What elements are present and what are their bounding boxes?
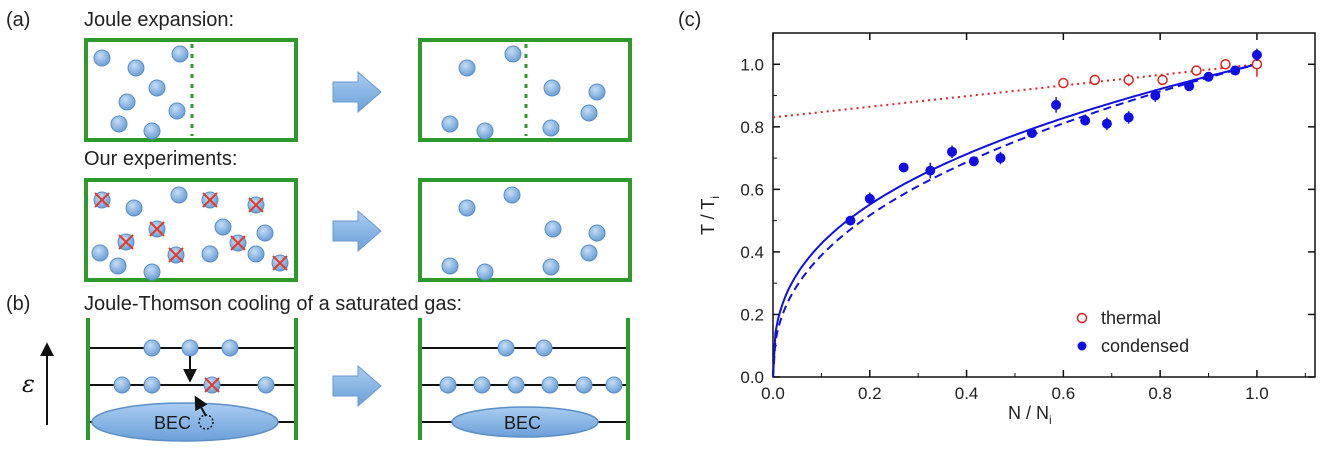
legend-marker-thermal [1076, 312, 1088, 324]
level-diagram-before: BEC [86, 318, 298, 442]
joule-expansion-title: Joule expansion: [84, 9, 234, 31]
joule-box-before [84, 38, 298, 142]
legend-marker-condensed [1077, 341, 1087, 351]
axis-ticks [772, 32, 1315, 378]
point-condensed [1123, 112, 1134, 123]
point-condensed [947, 146, 958, 157]
y-tick-labels: 0.0 0.2 0.4 0.6 0.8 1.0 [740, 55, 764, 387]
point-condensed [1230, 65, 1241, 76]
point-condensed [1080, 115, 1091, 126]
point-condensed [1251, 49, 1262, 60]
point-thermal [1123, 74, 1134, 86]
point-thermal [1220, 59, 1231, 70]
point-condensed [898, 162, 909, 173]
x-axis-label: N / Ni [1008, 403, 1052, 427]
x-tick-label: 0.0 [761, 384, 785, 403]
point-condensed [864, 193, 875, 204]
data-points [845, 48, 1263, 226]
experiment-box-after [418, 178, 632, 282]
point-thermal [1089, 74, 1101, 86]
point-condensed [1101, 118, 1112, 129]
point-condensed [1184, 81, 1195, 92]
fit-line-solid [772, 63, 1258, 378]
panel-label-a: (a) [6, 9, 30, 31]
x-tick-label: 0.6 [1052, 384, 1076, 403]
plot-frame [772, 32, 1316, 378]
legend-label-thermal: thermal [1101, 308, 1161, 328]
fit-lines [772, 63, 1258, 378]
energy-axis: ε [22, 342, 54, 425]
legend: thermal condensed [1076, 308, 1189, 356]
experiment-box-before [84, 178, 298, 282]
joule-thomson-title: Joule-Thomson cooling of a saturated gas… [84, 293, 462, 315]
y-tick-label: 0.6 [740, 180, 764, 199]
bec-label-before: BEC [154, 413, 191, 433]
x-tick-label: 0.2 [858, 384, 882, 403]
joule-box-after [418, 38, 632, 142]
point-condensed [925, 165, 936, 176]
point-condensed [845, 215, 856, 226]
x-tick-labels: 0.0 0.2 0.4 0.6 0.8 1.0 [761, 384, 1269, 403]
y-axis-label: T / Ti [698, 196, 722, 235]
process-arrow-1 [332, 70, 382, 114]
point-thermal [1191, 65, 1202, 76]
point-condensed [968, 156, 979, 167]
removed-particle-crosses [94, 192, 288, 271]
energy-symbol: ε [22, 370, 35, 398]
point-thermal [1157, 74, 1168, 86]
point-thermal [1058, 77, 1069, 89]
y-tick-label: 0.2 [740, 305, 764, 324]
x-tick-label: 1.0 [1245, 384, 1269, 403]
fit-line-dotted [772, 63, 1258, 119]
process-arrow-2 [332, 209, 382, 253]
point-condensed [995, 153, 1006, 164]
particles [93, 45, 189, 140]
y-tick-label: 0.8 [740, 118, 764, 137]
chart-temperature-vs-atom-number: 0.0 0.2 0.4 0.6 0.8 1.0 0.0 0.2 0.4 0.6 0.8 1.0 N … [698, 32, 1316, 427]
process-arrow-3 [332, 364, 382, 408]
y-tick-label: 0.0 [740, 368, 764, 387]
panel-label-b: (b) [6, 293, 30, 315]
y-tick-label: 0.4 [740, 243, 764, 262]
our-experiments-title: Our experiments: [84, 148, 237, 170]
particles [441, 45, 606, 140]
panel-label-c: (c) [678, 9, 701, 31]
y-tick-label: 1.0 [740, 55, 764, 74]
level-diagram-after: BEC [418, 318, 630, 440]
x-tick-label: 0.8 [1148, 384, 1172, 403]
bec-label-after: BEC [504, 413, 541, 433]
point-condensed [1203, 71, 1214, 82]
legend-label-condensed: condensed [1101, 336, 1189, 356]
point-condensed [1150, 90, 1161, 101]
point-condensed [1026, 128, 1037, 139]
x-tick-label: 0.4 [955, 384, 979, 403]
point-condensed [1051, 99, 1062, 110]
